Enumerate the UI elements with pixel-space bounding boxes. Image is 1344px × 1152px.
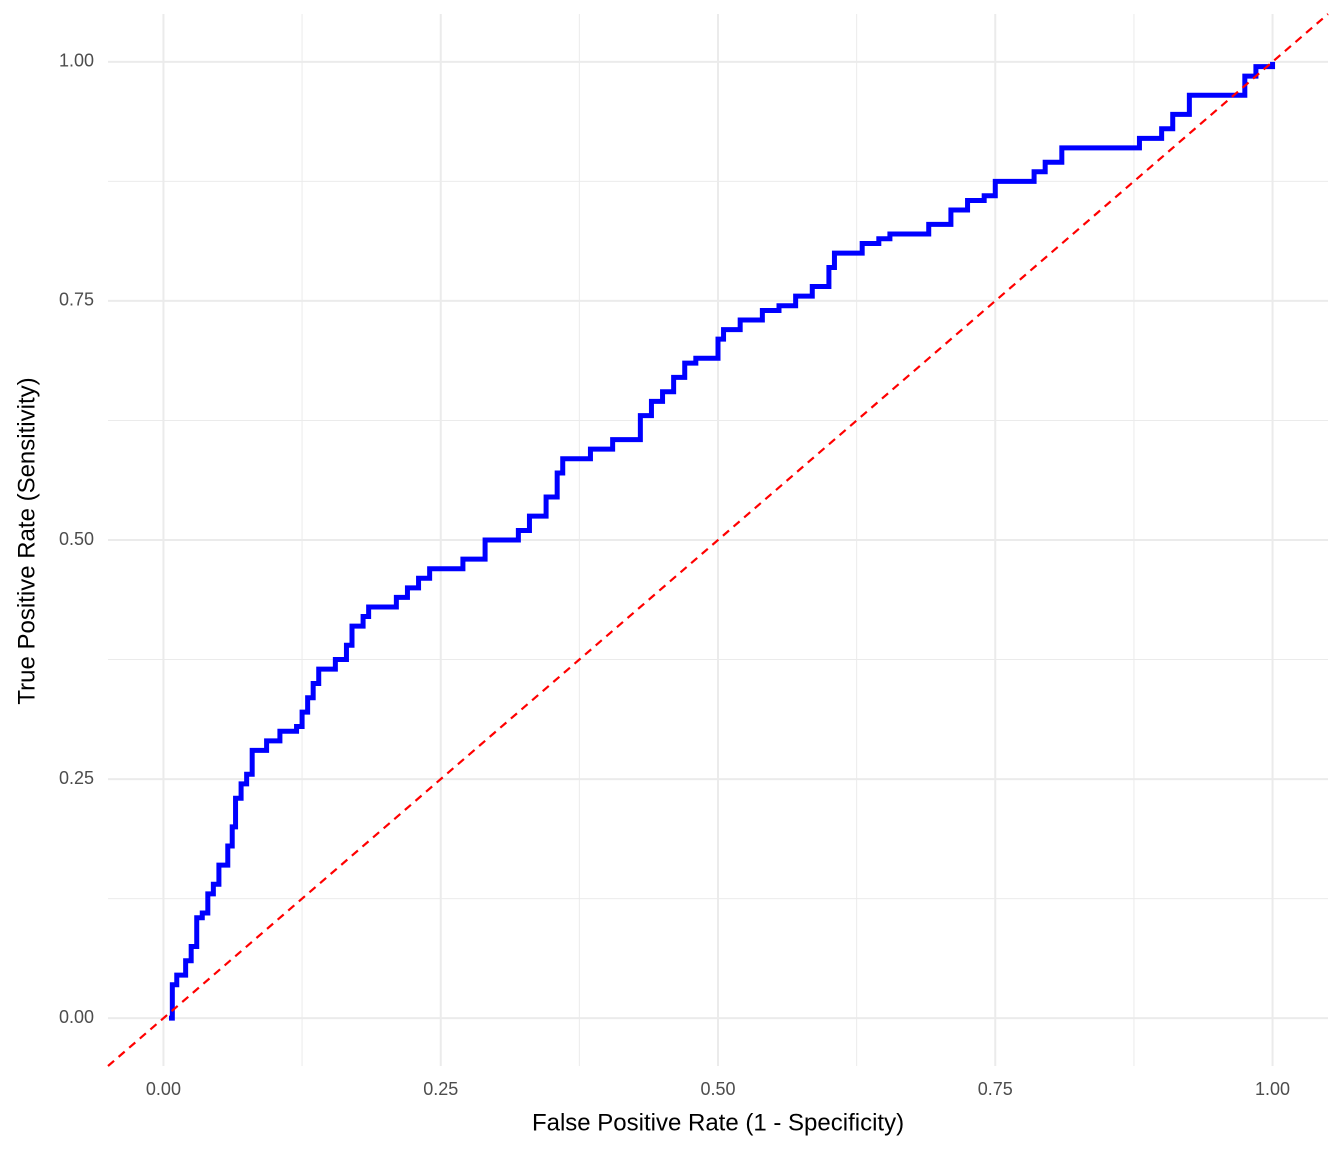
x-tick-label: 0.50 [700, 1079, 735, 1099]
y-tick-label: 0.75 [59, 290, 94, 310]
y-tick-label: 0.00 [59, 1007, 94, 1027]
x-tick-label: 0.00 [146, 1079, 181, 1099]
roc-curve [169, 61, 1276, 1021]
x-tick-label: 0.75 [978, 1079, 1013, 1099]
reference-line [107, 13, 1329, 1067]
y-tick-label: 0.25 [59, 768, 94, 788]
y-tick-label: 1.00 [59, 51, 94, 71]
x-tick-label: 1.00 [1255, 1079, 1290, 1099]
x-axis-title: False Positive Rate (1 - Specificity) [532, 1109, 904, 1136]
y-tick-label: 0.50 [59, 529, 94, 549]
y-axis-title: True Positive Rate (Sensitivity) [13, 377, 40, 704]
x-tick-label: 0.25 [423, 1079, 458, 1099]
